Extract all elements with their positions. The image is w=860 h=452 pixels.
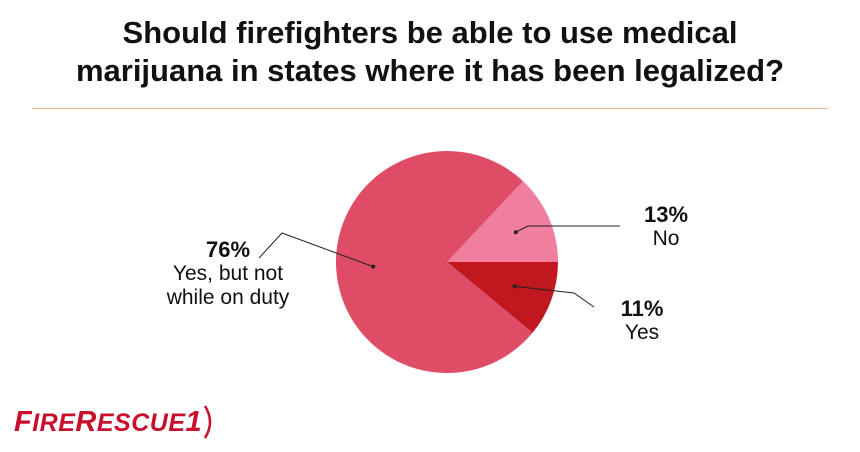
label-13-category: No [652,227,680,250]
slice-yes-not-on-duty [336,150,533,373]
leader-76-dot [371,264,376,269]
label-yes: 11% Yes [602,297,682,345]
leader-11-line [514,285,595,308]
label-yes-not-on-duty: 76% Yes, but not while on duty [148,238,308,310]
label-76-percent: 76% [205,237,251,262]
logo-arc-icon [204,405,212,439]
slice-yes [447,262,558,333]
firerescue1-logo: FIRERESCUE1 [14,402,215,442]
logo-wordmark: FIRERESCUE1 [14,405,203,438]
leader-13-dot [513,230,518,235]
title-divider [32,108,828,109]
label-76-category: Yes, but not while on duty [166,262,290,309]
slice-no [447,181,558,262]
label-11-category: Yes [624,321,660,344]
leader-76-line [258,232,374,268]
label-no: 13% No [626,203,706,251]
label-13-percent: 13% [643,202,689,227]
chart-title: Should firefighters be able to use medic… [0,14,860,90]
leader-11-dot [512,284,517,289]
title-line-2: marijuana in states where it has been le… [75,53,785,88]
leader-13-line [515,225,620,233]
title-line-1: Should firefighters be able to use medic… [122,15,738,50]
label-11-percent: 11% [620,296,664,321]
